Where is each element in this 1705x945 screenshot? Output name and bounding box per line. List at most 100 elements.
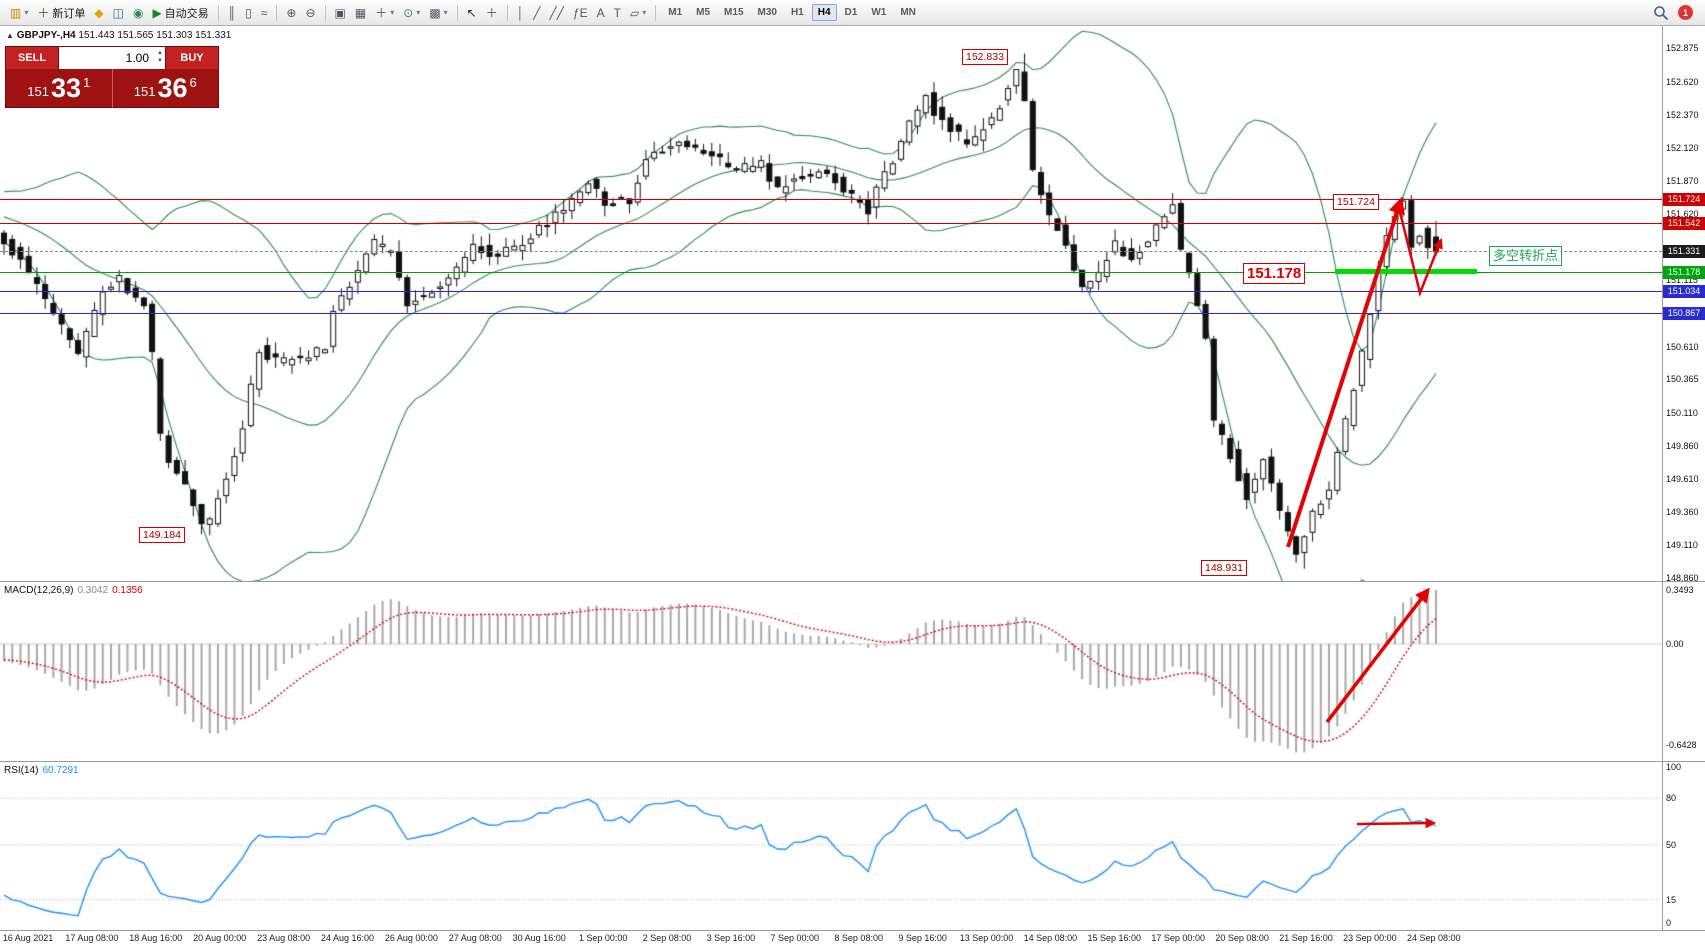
new-chart-button[interactable]: ▥ ▾ bbox=[6, 3, 32, 23]
profiles-icon: ◫ bbox=[112, 5, 124, 20]
spin-down-icon[interactable]: ▼ bbox=[157, 58, 163, 64]
timeframe-m5-button[interactable]: M5 bbox=[696, 7, 711, 18]
price-callout[interactable]: 151.724 bbox=[1333, 194, 1379, 210]
zoom-in-button[interactable]: ⊕ bbox=[282, 3, 300, 23]
vertical-line-icon: │ bbox=[516, 5, 525, 20]
time-label: 16 Aug 2021 bbox=[2, 933, 54, 943]
timeframe-w1-button[interactable]: W1 bbox=[871, 7, 887, 18]
toolbar-separator bbox=[456, 4, 458, 21]
grid-windows-button[interactable]: ▦ bbox=[351, 3, 370, 23]
macd-scale-tick: -0.6428 bbox=[1666, 740, 1697, 750]
dropdown-arrow-icon: ▾ bbox=[24, 8, 29, 17]
rsi-panel-canvas[interactable] bbox=[0, 762, 1662, 930]
trendline-button[interactable]: ╱ bbox=[529, 3, 544, 23]
periods-button[interactable]: ⊙ ▾ bbox=[399, 3, 424, 23]
line-chart-button[interactable]: ≈ bbox=[257, 3, 272, 23]
text-button[interactable]: A bbox=[593, 3, 609, 23]
annotation-text[interactable]: 多空转折点 bbox=[1489, 246, 1563, 266]
zoom-out-button[interactable]: ⊖ bbox=[301, 3, 319, 23]
symbol-name: GBPJPY-,H4 bbox=[16, 30, 76, 41]
timeframe-mn-button[interactable]: MN bbox=[900, 7, 916, 18]
timeframe-m30-button[interactable]: M30 bbox=[757, 7, 777, 18]
expand-icon[interactable]: ▲ bbox=[6, 31, 14, 40]
price-tick: 149.360 bbox=[1666, 506, 1699, 517]
fibonacci-button[interactable]: ƒE bbox=[569, 3, 592, 23]
volume-input[interactable] bbox=[59, 47, 165, 69]
price-callout[interactable]: 148.931 bbox=[1201, 560, 1247, 576]
sell-button[interactable]: SELL bbox=[6, 47, 58, 69]
price-tick: 150.365 bbox=[1666, 374, 1699, 385]
new-chart-icon: ▥ bbox=[10, 5, 22, 20]
rsi-panel-separator[interactable] bbox=[0, 761, 1705, 762]
time-label: 9 Sep 16:00 bbox=[898, 933, 947, 943]
indicators-button[interactable]: ＋ ▾ bbox=[371, 3, 398, 23]
time-label: 15 Sep 16:00 bbox=[1087, 933, 1142, 943]
candlestick-button[interactable]: ▯ bbox=[241, 3, 256, 23]
channel-button[interactable]: ╱╱ bbox=[545, 3, 567, 23]
horizontal-line-151.178[interactable] bbox=[0, 271, 1662, 273]
turning-point-zone[interactable] bbox=[1335, 269, 1477, 274]
main-chart-canvas[interactable] bbox=[0, 26, 1662, 581]
sell-price-display[interactable]: 151 33 1 bbox=[6, 69, 113, 108]
horizontal-line-150.867[interactable] bbox=[0, 312, 1662, 314]
line-chart-icon: ≈ bbox=[260, 5, 268, 20]
timeframe-d1-button[interactable]: D1 bbox=[844, 7, 858, 18]
new-order-icon: ＋ bbox=[37, 5, 50, 20]
bar-chart-button[interactable]: ║ bbox=[224, 3, 241, 23]
macd-panel-separator[interactable] bbox=[0, 581, 1705, 582]
time-label: 17 Sep 00:00 bbox=[1151, 933, 1205, 943]
crosshair-button[interactable]: ＋ bbox=[482, 3, 502, 23]
templates-icon: ▩ bbox=[429, 5, 441, 20]
price-callout[interactable]: 151.178 bbox=[1243, 263, 1306, 284]
tile-windows-icon: ▣ bbox=[334, 5, 346, 20]
label-button[interactable]: T bbox=[610, 3, 625, 23]
spin-up-icon[interactable]: ▲ bbox=[157, 50, 163, 56]
timeframe-h1-button[interactable]: H1 bbox=[790, 7, 804, 18]
buy-button[interactable]: BUY bbox=[166, 47, 218, 69]
rsi-value: 60.7291 bbox=[42, 765, 79, 776]
dropdown-arrow-icon: ▾ bbox=[416, 8, 421, 17]
horizontal-line-151.034[interactable] bbox=[0, 290, 1662, 292]
timeframe-bar: M1 M5 M15 M30 H1 H4 D1 W1 MN bbox=[661, 4, 923, 21]
price-tick: 150.610 bbox=[1666, 341, 1699, 352]
price-tag-150.867: 150.867 bbox=[1663, 306, 1705, 320]
fibonacci-icon: ƒE bbox=[572, 5, 588, 20]
macd-panel-canvas[interactable] bbox=[0, 582, 1662, 761]
rsi-scale-tick: 50 bbox=[1666, 840, 1677, 850]
shapes-button[interactable]: ▱ ▾ bbox=[626, 3, 650, 23]
bar-chart-icon: ║ bbox=[227, 5, 237, 20]
horizontal-line-151.331[interactable] bbox=[0, 251, 1662, 253]
new-order-button[interactable]: ＋新订单 bbox=[33, 3, 89, 23]
timeframe-m15-button[interactable]: M15 bbox=[724, 7, 744, 18]
volume-field[interactable]: ▲▼ bbox=[58, 47, 166, 69]
favorites-button[interactable]: ◆ bbox=[90, 3, 107, 23]
search-icon[interactable] bbox=[1653, 5, 1669, 21]
horizontal-line-151.542[interactable] bbox=[0, 223, 1662, 225]
horizontal-line-151.724[interactable] bbox=[0, 199, 1662, 201]
cursor-button[interactable]: ↖ bbox=[463, 3, 481, 23]
macd-signal-value: 0.1356 bbox=[112, 585, 143, 596]
buy-price-display[interactable]: 151 36 6 bbox=[113, 69, 219, 108]
templates-button[interactable]: ▩ ▾ bbox=[425, 3, 451, 23]
price-callout[interactable]: 149.184 bbox=[139, 527, 185, 543]
buy-price-point: 6 bbox=[189, 75, 197, 90]
timeframe-h4-button[interactable]: H4 bbox=[811, 4, 837, 21]
dropdown-arrow-icon: ▾ bbox=[642, 8, 647, 17]
volume-spinner[interactable]: ▲ ▼ bbox=[157, 49, 163, 65]
macd-main-value: 0.3042 bbox=[77, 585, 109, 596]
price-callout[interactable]: 152.833 bbox=[962, 49, 1008, 65]
time-label: 23 Sep 00:00 bbox=[1343, 933, 1397, 943]
community-button[interactable]: ◉ bbox=[129, 3, 147, 23]
tile-windows-button[interactable]: ▣ bbox=[331, 3, 350, 23]
timeframe-m1-button[interactable]: M1 bbox=[668, 7, 683, 18]
indicators-icon: ＋ bbox=[375, 5, 388, 20]
dropdown-arrow-icon: ▾ bbox=[443, 8, 448, 17]
time-label: 1 Sep 00:00 bbox=[578, 933, 628, 943]
profiles-button[interactable]: ◫ bbox=[109, 3, 128, 23]
autotrading-button[interactable]: ▶ 自动交易 bbox=[148, 3, 212, 23]
rsi-scale-tick: 15 bbox=[1666, 895, 1677, 905]
vertical-line-button[interactable]: │ bbox=[513, 3, 529, 23]
notification-badge[interactable]: 1 bbox=[1678, 5, 1693, 20]
new-order-button-label: 新订单 bbox=[52, 7, 86, 20]
